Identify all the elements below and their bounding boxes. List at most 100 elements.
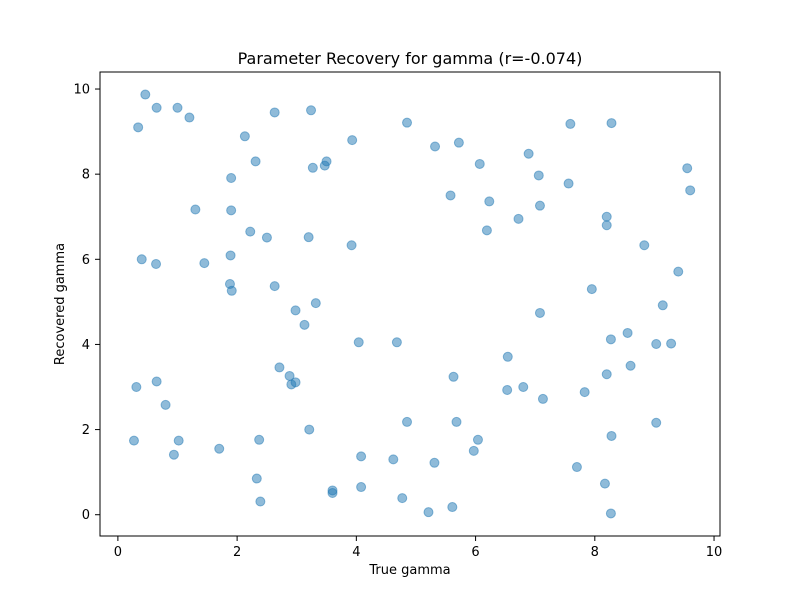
scatter-point — [606, 430, 617, 441]
scatter-point — [388, 454, 399, 465]
scatter-point — [402, 416, 413, 427]
scatter-point — [225, 250, 236, 261]
scatter-point — [151, 376, 162, 387]
scatter-point — [502, 384, 513, 395]
scatter-point — [307, 162, 318, 173]
scatter-point — [534, 200, 545, 211]
scatter-point — [226, 285, 237, 296]
scatter-point — [168, 449, 179, 460]
scatter-point — [601, 211, 612, 222]
scatter-point — [356, 451, 367, 462]
scatter-point — [319, 160, 330, 171]
scatter-point — [453, 137, 464, 148]
scatter-point — [563, 178, 574, 189]
scatter-point — [651, 417, 662, 428]
scatter-point — [239, 131, 250, 142]
scatter-point — [290, 305, 301, 316]
y-tick-label: 8 — [82, 168, 90, 183]
y-axis-label: Recovered gamma — [53, 243, 68, 365]
scatter-point — [290, 377, 301, 388]
scatter-point — [534, 307, 545, 318]
scatter-point — [599, 478, 610, 489]
y-tick-label: 10 — [73, 83, 90, 98]
scatter-point — [606, 118, 617, 129]
scatter-point — [199, 258, 210, 269]
y-tick-label: 6 — [82, 253, 90, 268]
scatter-point — [474, 158, 485, 169]
scatter-point — [565, 118, 576, 129]
scatter-point — [605, 334, 616, 345]
scatter-point — [250, 156, 261, 167]
data-points — [128, 89, 696, 519]
y-tick-label: 2 — [82, 423, 90, 438]
scatter-point — [513, 213, 524, 224]
scatter-point — [502, 351, 513, 362]
scatter-point — [445, 190, 456, 201]
scatter-point — [601, 369, 612, 380]
scatter-point — [173, 435, 184, 446]
scatter-point — [245, 226, 256, 237]
x-tick-label: 4 — [352, 545, 360, 560]
scatter-point — [666, 338, 677, 349]
scatter-point — [586, 284, 597, 295]
scatter-point — [347, 135, 358, 146]
scatter-point — [306, 105, 317, 116]
scatter-point — [214, 443, 225, 454]
scatter-point — [579, 387, 590, 398]
scatter-point — [269, 107, 280, 118]
x-tick-label: 8 — [591, 545, 599, 560]
scatter-point — [327, 488, 338, 499]
scatter-point — [140, 89, 151, 100]
scatter-point — [685, 185, 696, 196]
scatter-point — [151, 258, 162, 269]
x-tick-label: 0 — [114, 545, 122, 560]
scatter-point — [133, 122, 144, 133]
scatter-point — [447, 502, 458, 513]
scatter-point — [397, 493, 408, 504]
scatter-point — [673, 266, 684, 277]
scatter-point — [184, 112, 195, 123]
scatter-point — [651, 339, 662, 350]
chart-title: Parameter Recovery for gamma (r=-0.074) — [238, 49, 583, 68]
scatter-point — [356, 482, 367, 493]
scatter-point — [639, 240, 650, 251]
scatter-point — [299, 319, 310, 330]
y-axis: 0 2 4 6 8 10 — [73, 83, 100, 523]
scatter-point — [136, 254, 147, 265]
scatter-point — [303, 232, 314, 243]
scatter-point — [226, 205, 237, 216]
scatter-point — [429, 457, 440, 468]
scatter-point — [423, 507, 434, 518]
scatter-point — [151, 102, 162, 113]
x-axis-label: True gamma — [368, 563, 450, 578]
y-tick-label: 4 — [82, 338, 90, 353]
scatter-point — [518, 382, 529, 393]
scatter-point — [261, 232, 272, 243]
scatter-point — [571, 462, 582, 473]
scatter-point — [625, 360, 636, 371]
scatter-point — [391, 337, 402, 348]
scatter-point — [448, 371, 459, 382]
scatter-point — [484, 196, 495, 207]
scatter-point — [304, 424, 315, 435]
scatter-point — [481, 225, 492, 236]
scatter-point — [346, 240, 357, 251]
scatter-point — [310, 298, 321, 309]
scatter-point — [601, 220, 612, 231]
plot-area — [99, 71, 721, 537]
scatter-point — [160, 399, 171, 410]
scatter-point — [255, 496, 266, 507]
scatter-point — [451, 416, 462, 427]
scatter-point — [274, 362, 285, 373]
x-tick-label: 2 — [233, 545, 241, 560]
scatter-point — [251, 473, 262, 484]
x-tick-label: 6 — [471, 545, 479, 560]
scatter-point — [657, 300, 668, 311]
scatter-point — [172, 102, 183, 113]
scatter-point — [523, 148, 534, 159]
scatter-point — [537, 393, 548, 404]
x-axis: 0 2 4 6 8 10 — [114, 536, 722, 560]
scatter-point — [353, 337, 364, 348]
